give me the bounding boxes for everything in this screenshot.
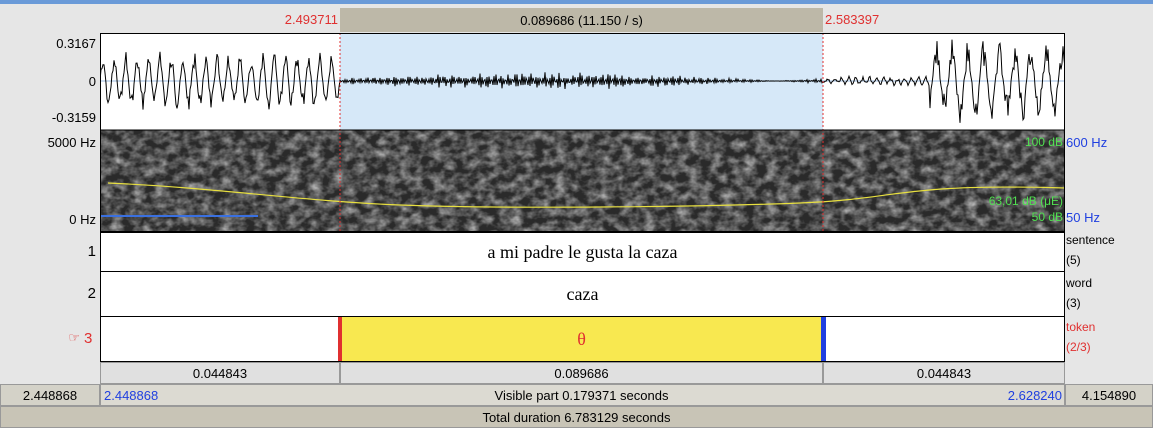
tier-count: (2/3) — [1066, 340, 1091, 354]
selection-start: 2.493711 — [0, 12, 338, 27]
total-duration[interactable]: Total duration 6.783129 seconds — [0, 406, 1153, 428]
selection-end: 2.583397 — [825, 12, 879, 27]
praat-editor: 2.493711 0.089686 (11.150 / s) 2.583397 … — [0, 0, 1153, 428]
tier-pointer: ☞ — [0, 330, 80, 346]
intensity-top: 100 dB — [900, 135, 1063, 149]
tier-name: token — [1066, 320, 1095, 334]
wave-zero: 0 — [0, 74, 96, 89]
tier-interval[interactable]: caza — [100, 271, 1065, 317]
intensity-bottom: 50 dB — [900, 210, 1063, 224]
wave-min: -0.3159 — [0, 110, 96, 125]
duration-cell[interactable]: 0.044843 — [823, 362, 1065, 384]
visible-end-outer[interactable]: 4.154890 — [1065, 384, 1153, 406]
tier-interval[interactable]: a mi padre le gusta la caza — [100, 232, 1065, 272]
freq-bottom: 0 Hz — [0, 212, 96, 227]
tier-count: (5) — [1066, 253, 1081, 267]
duration-cell[interactable]: 0.044843 — [100, 362, 340, 384]
tier-count: (3) — [1066, 296, 1081, 310]
boundary — [821, 317, 826, 361]
visible-part: Visible part 0.179371 seconds — [340, 384, 823, 406]
tier-name: word — [1066, 276, 1092, 290]
pitch-bottom: 50 Hz — [1066, 210, 1100, 225]
tier-number: 1 — [0, 243, 96, 260]
visible-start-outer[interactable]: 2.448868 — [0, 384, 100, 406]
tier-name: sentence — [1066, 233, 1115, 247]
selected-interval[interactable]: θ — [340, 317, 823, 361]
freq-top: 5000 Hz — [0, 135, 96, 150]
selection-duration[interactable]: 0.089686 (11.150 / s) — [340, 8, 823, 32]
top-border — [0, 0, 1153, 4]
tier-number: 3 — [84, 330, 92, 347]
duration-cell[interactable]: 0.089686 — [340, 362, 823, 384]
visible-end: 2.628240 — [900, 388, 1062, 403]
pitch-top: 600 Hz — [1066, 135, 1107, 150]
boundary — [338, 317, 342, 361]
tier-number: 2 — [0, 285, 96, 302]
wave-max: 0.3167 — [0, 36, 96, 51]
visible-start: 2.448868 — [104, 388, 158, 403]
intensity-value: 63,01 dB (μE) — [900, 194, 1063, 208]
